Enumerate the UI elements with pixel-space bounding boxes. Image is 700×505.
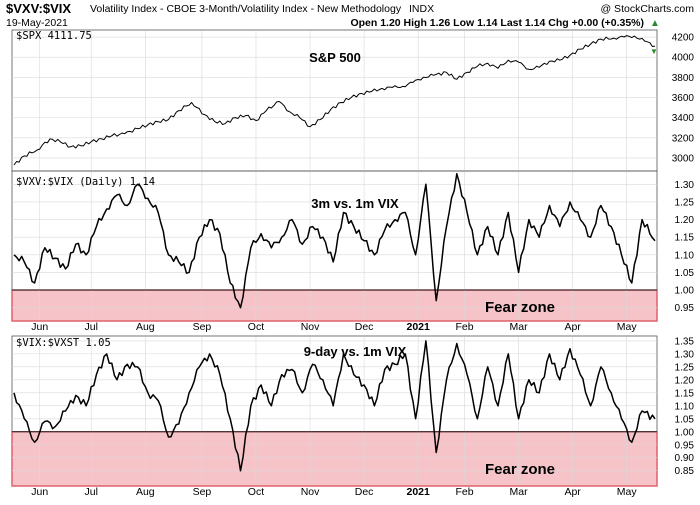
fear-zone bbox=[11, 431, 658, 487]
month-label: Feb bbox=[455, 486, 473, 498]
y-tick-label: 1.05 bbox=[675, 414, 695, 425]
month-label: Sep bbox=[193, 486, 212, 498]
copyright-label: @ StockCharts.com bbox=[600, 3, 694, 15]
y-tick-label: 3400 bbox=[672, 113, 695, 124]
last-value-marker: ▼ bbox=[650, 47, 658, 56]
panel-0: 4200 4000 3800 3600 3400 3200 3000 $SPX 4111.75… bbox=[12, 30, 694, 170]
month-label: Mar bbox=[510, 321, 529, 333]
month-label: Jun bbox=[31, 321, 48, 333]
month-label: Apr bbox=[564, 321, 581, 333]
month-label: Feb bbox=[455, 321, 473, 333]
y-tick-label: 1.00 bbox=[675, 286, 695, 297]
y-tick-label: 0.90 bbox=[675, 453, 695, 464]
y-tick-label: 3800 bbox=[672, 73, 695, 84]
month-label: Jun bbox=[31, 486, 48, 498]
y-tick-label: 1.15 bbox=[675, 388, 695, 399]
date-label: 19-May-2021 bbox=[6, 17, 68, 29]
y-tick-label: 4000 bbox=[672, 53, 695, 64]
month-label: Sep bbox=[193, 321, 212, 333]
y-tick-label: 1.35 bbox=[675, 336, 695, 347]
month-label: Mar bbox=[510, 486, 529, 498]
fear-zone-label: Fear zone bbox=[485, 461, 555, 478]
symbol-title: $VXV:$VIX bbox=[6, 1, 71, 16]
y-tick-label: 3000 bbox=[672, 153, 695, 164]
y-tick-label: 1.05 bbox=[675, 268, 695, 279]
series-line bbox=[13, 340, 656, 472]
series-line bbox=[13, 173, 656, 309]
y-tick-label: 4200 bbox=[672, 33, 695, 44]
y-tick-label: 3200 bbox=[672, 133, 695, 144]
month-label: Apr bbox=[564, 486, 581, 498]
panel-annotation: 3m vs. 1m VIX bbox=[311, 196, 399, 211]
y-tick-label: 1.30 bbox=[675, 349, 695, 360]
month-label: May bbox=[617, 486, 638, 498]
month-label: Jul bbox=[85, 321, 98, 333]
y-tick-label: 1.15 bbox=[675, 233, 695, 244]
panel-1: 1.30 1.25 1.20 1.15 1.10 1.05 1.00 0.95 $VXV:$VI… bbox=[11, 172, 695, 333]
fear-zone bbox=[11, 289, 658, 322]
panel-legend: $VIX:$VXST 1.05 bbox=[16, 337, 111, 349]
month-label: May bbox=[617, 321, 638, 333]
month-label: Jul bbox=[85, 486, 98, 498]
panel-2: 1.35 1.30 1.25 1.20 1.15 1.10 1.05 1.00 0.95 0.90… bbox=[11, 336, 695, 498]
month-label: Nov bbox=[301, 486, 320, 498]
quote-up-arrow: ▲ bbox=[650, 18, 660, 29]
symbol-description: Volatility Index - CBOE 3-Month/Volatili… bbox=[90, 3, 402, 15]
y-tick-label: 1.00 bbox=[675, 427, 695, 438]
panel-legend: $SPX 4111.75 bbox=[16, 30, 92, 42]
series-line bbox=[13, 35, 656, 166]
fear-zone-label: Fear zone bbox=[485, 299, 555, 316]
y-tick-label: 0.85 bbox=[675, 466, 695, 477]
month-label: Dec bbox=[355, 486, 374, 498]
y-tick-label: 1.20 bbox=[675, 375, 695, 386]
y-tick-label: 0.95 bbox=[675, 303, 695, 314]
exchange-label: INDX bbox=[409, 3, 434, 15]
y-tick-label: 1.25 bbox=[675, 362, 695, 373]
month-label: Oct bbox=[248, 321, 264, 333]
panel-legend: $VXV:$VIX (Daily) 1.14 bbox=[16, 176, 155, 188]
y-tick-label: 1.10 bbox=[675, 401, 695, 412]
panel-annotation: 9-day vs. 1m VIX bbox=[304, 344, 407, 359]
y-tick-label: 1.10 bbox=[675, 250, 695, 261]
y-tick-label: 0.95 bbox=[675, 440, 695, 451]
quote-summary: Open 1.20 High 1.26 Low 1.14 Last 1.14 C… bbox=[350, 17, 644, 29]
y-tick-label: 1.30 bbox=[675, 180, 695, 191]
y-tick-label: 1.25 bbox=[675, 197, 695, 208]
month-label: Dec bbox=[355, 321, 374, 333]
month-label: Oct bbox=[248, 486, 264, 498]
month-label: Aug bbox=[136, 486, 155, 498]
y-tick-label: 3600 bbox=[672, 93, 695, 104]
panel-annotation: S&P 500 bbox=[309, 50, 361, 65]
month-label: 2021 bbox=[406, 486, 430, 498]
month-label: Aug bbox=[136, 321, 155, 333]
y-tick-label: 1.20 bbox=[675, 215, 695, 226]
month-label: Nov bbox=[301, 321, 320, 333]
month-label: 2021 bbox=[406, 321, 430, 333]
